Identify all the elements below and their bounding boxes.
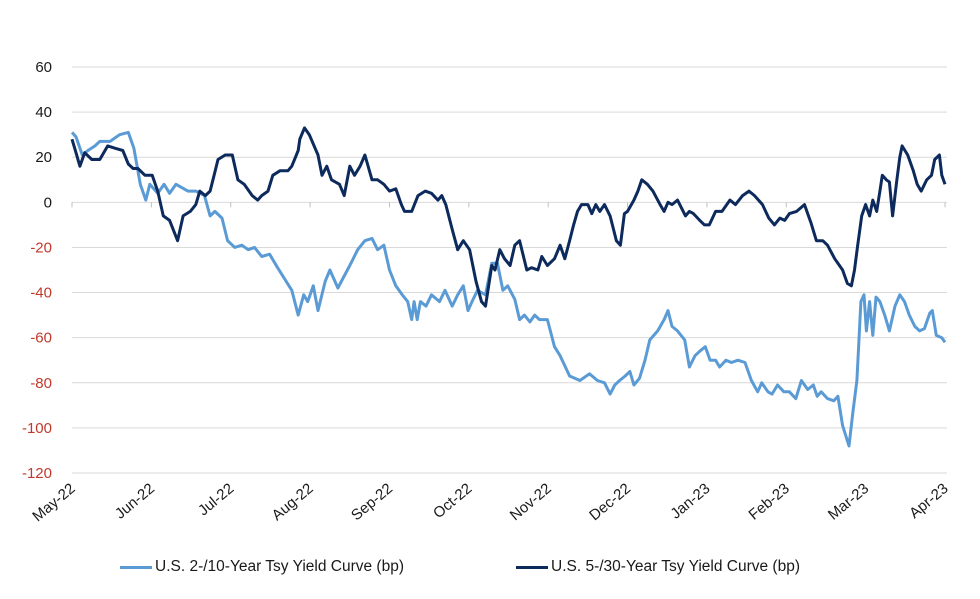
x-tick-label: Jul-22 [195, 480, 237, 519]
series-line-5-30 [70, 126, 947, 308]
x-axis-ticks: May-22 Jun-22 Jul-22 Aug-22 Sep-22 Oct-22 Nov-… [29, 202, 952, 525]
x-tick-label: Apr-23 [906, 480, 951, 522]
x-tick-label: Aug-22 [269, 480, 317, 524]
y-tick-label: -20 [30, 239, 52, 256]
legend-label-2-10: U.S. 2-/10-Year Tsy Yield Curve (bp) [155, 558, 404, 575]
legend-label-5-30: U.S. 5-/30-Year Tsy Yield Curve (bp) [551, 558, 800, 575]
y-tick-label: -100 [22, 420, 52, 437]
x-tick-label: Oct-22 [430, 480, 475, 522]
y-tick-label: 60 [35, 59, 52, 76]
y-axis-ticks: 60 40 20 0 -20 -40 -60 -80 -100 -120 [22, 59, 52, 482]
y-tick-label: -80 [30, 375, 52, 392]
series-lines [70, 126, 947, 448]
gridlines [72, 66, 947, 474]
legend-swatch-2-10 [120, 565, 152, 569]
y-tick-label: -40 [30, 285, 52, 302]
legend-item-2-10: U.S. 2-/10-Year Tsy Yield Curve (bp) [120, 558, 404, 576]
x-tick-label: Jan-23 [667, 480, 713, 523]
y-tick-label: -60 [30, 330, 52, 347]
y-tick-label: 20 [35, 149, 52, 166]
y-tick-label: 40 [35, 104, 52, 121]
x-tick-label: Feb-23 [746, 480, 793, 524]
legend-item-5-30: U.S. 5-/30-Year Tsy Yield Curve (bp) [516, 558, 800, 576]
x-tick-label: Sep-22 [348, 480, 396, 524]
x-tick-label: Mar-23 [825, 480, 872, 524]
legend: U.S. 2-/10-Year Tsy Yield Curve (bp) U.S… [0, 558, 980, 586]
series-line-2-10 [70, 130, 947, 448]
legend-swatch-5-30 [516, 565, 548, 569]
x-tick-label: Jun-22 [112, 480, 158, 523]
x-tick-label: Dec-22 [586, 480, 634, 524]
x-tick-label: Nov-22 [507, 480, 555, 524]
x-tick-label: May-22 [29, 480, 78, 525]
y-tick-label: 0 [44, 194, 52, 211]
y-tick-label: -120 [22, 465, 52, 482]
